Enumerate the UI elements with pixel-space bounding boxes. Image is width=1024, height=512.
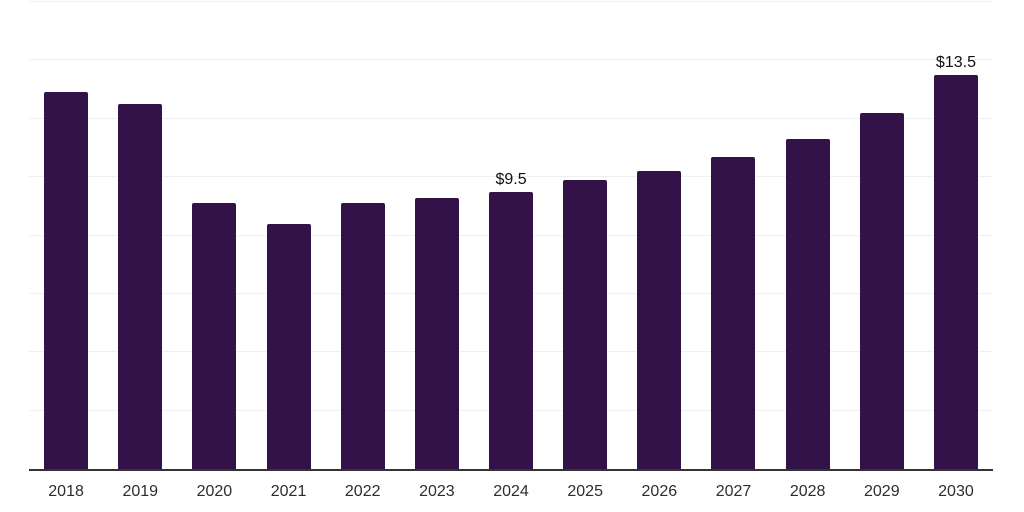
x-axis-label: 2030 bbox=[938, 483, 974, 500]
bar-2025 bbox=[563, 180, 608, 469]
bar-value-label: $9.5 bbox=[495, 170, 527, 188]
x-axis-label: 2025 bbox=[567, 483, 603, 500]
bar-slot bbox=[845, 2, 919, 469]
bar-2028 bbox=[785, 139, 830, 469]
bar-slot bbox=[400, 2, 474, 469]
bar-slot bbox=[29, 2, 103, 469]
bar-2021 bbox=[266, 223, 311, 469]
bar-2023 bbox=[414, 197, 459, 469]
bar-slot bbox=[548, 2, 622, 469]
bars: $9.5 $13.5 bbox=[29, 2, 993, 469]
bar-2026 bbox=[637, 171, 682, 469]
gridline bbox=[29, 117, 993, 119]
bar-slot bbox=[771, 2, 845, 469]
bar-slot bbox=[103, 2, 177, 469]
bar-2024: $9.5 bbox=[489, 171, 534, 469]
x-axis-label: 2029 bbox=[864, 483, 900, 500]
bar-2030: $13.5 bbox=[933, 54, 978, 469]
bar-slot bbox=[696, 2, 770, 469]
bar-2019 bbox=[118, 104, 163, 469]
x-axis-label: 2024 bbox=[493, 483, 529, 500]
x-axis-label: 2020 bbox=[196, 483, 233, 500]
bar-slot: $9.5 bbox=[474, 2, 548, 469]
gridline bbox=[29, 59, 993, 61]
x-axis-label: 2018 bbox=[48, 483, 84, 500]
bar-slot bbox=[177, 2, 251, 469]
x-axis-labels: 2018 2019 2020 2021 2022 2023 2024 2025 2026 2027… bbox=[29, 471, 993, 501]
bar-2029 bbox=[859, 112, 904, 469]
bar-slot bbox=[326, 2, 400, 469]
bar-2020 bbox=[192, 203, 237, 469]
plot-area: $9.5 $13.5 bbox=[29, 1, 993, 471]
bar-slot: $13.5 bbox=[919, 2, 993, 469]
x-axis-label: 2023 bbox=[419, 483, 455, 500]
x-axis-label: 2021 bbox=[270, 483, 307, 500]
bar-2018 bbox=[44, 92, 89, 469]
x-axis-label: 2028 bbox=[789, 483, 826, 500]
bar-2027 bbox=[711, 156, 756, 469]
x-axis-label: 2022 bbox=[344, 483, 381, 500]
bar-slot bbox=[622, 2, 696, 469]
x-axis-label: 2027 bbox=[715, 483, 752, 500]
gridline bbox=[29, 176, 993, 178]
x-axis-label: 2026 bbox=[641, 483, 678, 500]
gridline bbox=[29, 1, 993, 2]
bar-2022 bbox=[340, 203, 385, 469]
bar-value-label: $13.5 bbox=[935, 53, 976, 71]
bar-slot bbox=[251, 2, 325, 469]
x-axis-label: 2019 bbox=[122, 483, 159, 500]
